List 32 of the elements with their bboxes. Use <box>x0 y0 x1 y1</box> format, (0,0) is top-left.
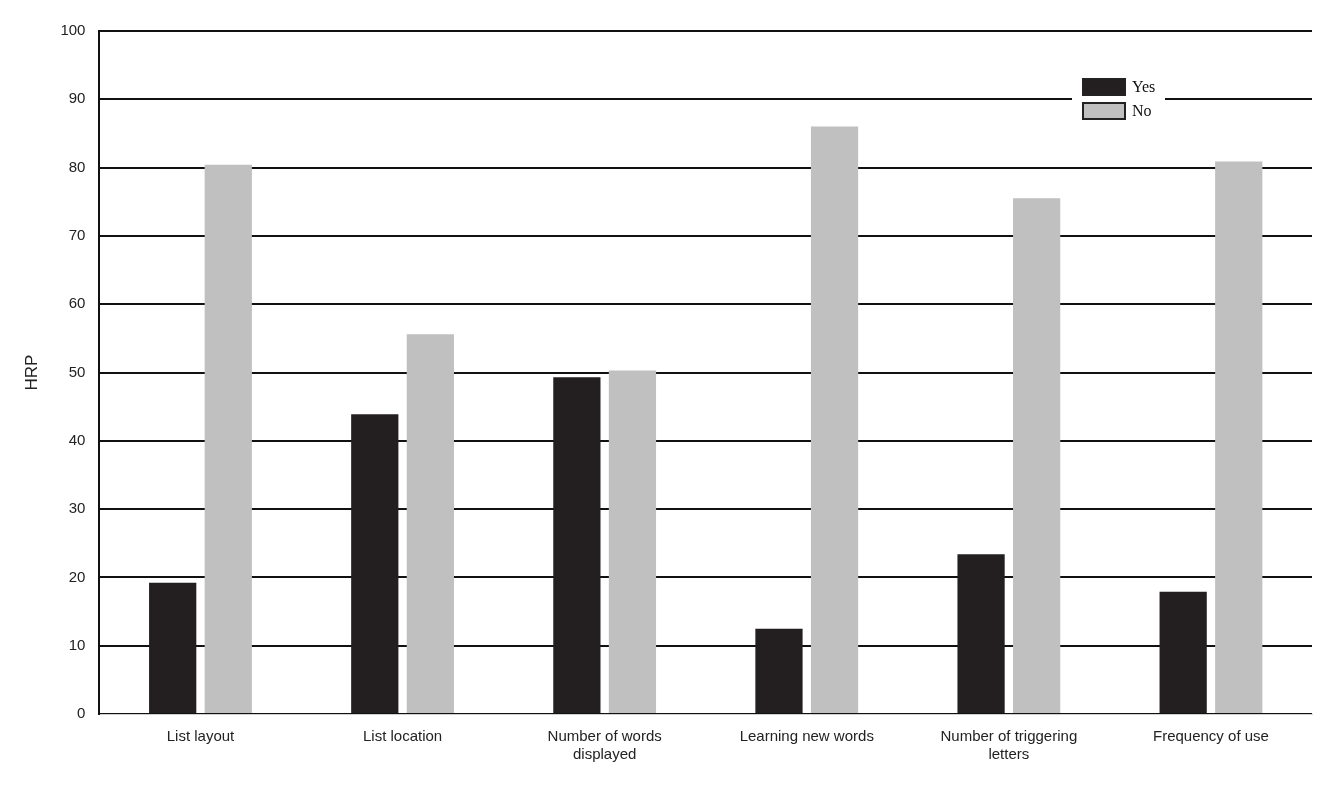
y-tick-label: 0 <box>77 704 86 722</box>
legend-label: Yes <box>1132 78 1156 96</box>
x-tick-label: Number of triggering letters <box>940 727 1078 763</box>
x-tick-label: List layout <box>166 727 236 745</box>
y-tick-label: 80 <box>68 157 86 175</box>
bar <box>406 334 454 713</box>
bar <box>553 377 601 713</box>
x-tick-label: Learning new words <box>739 727 874 745</box>
x-tick-label: List location <box>362 727 443 745</box>
y-tick-label: 60 <box>68 294 86 312</box>
bar <box>957 554 1005 713</box>
y-tick-label: 40 <box>68 430 86 448</box>
y-axis-title: HRP <box>21 354 41 391</box>
y-tick-label: 20 <box>68 567 86 585</box>
y-tick-label: 90 <box>68 89 86 107</box>
bar <box>755 628 803 713</box>
y-tick-label: 30 <box>68 499 86 517</box>
y-tick-label: 50 <box>68 362 86 380</box>
y-tick-label: 10 <box>68 635 86 653</box>
y-tick-label: 70 <box>68 226 86 244</box>
legend-label: No <box>1132 102 1152 120</box>
y-tick-label: 100 <box>60 21 86 39</box>
bar <box>810 126 859 713</box>
x-tick-label: Frequency of use <box>1153 727 1269 745</box>
x-tick-label: Number of words displayed <box>547 727 662 763</box>
bar <box>149 582 197 713</box>
bar <box>1013 198 1061 713</box>
bar <box>1159 591 1207 713</box>
bar <box>608 370 657 713</box>
bar <box>351 414 399 713</box>
bar <box>204 164 252 713</box>
bar <box>1215 161 1263 713</box>
